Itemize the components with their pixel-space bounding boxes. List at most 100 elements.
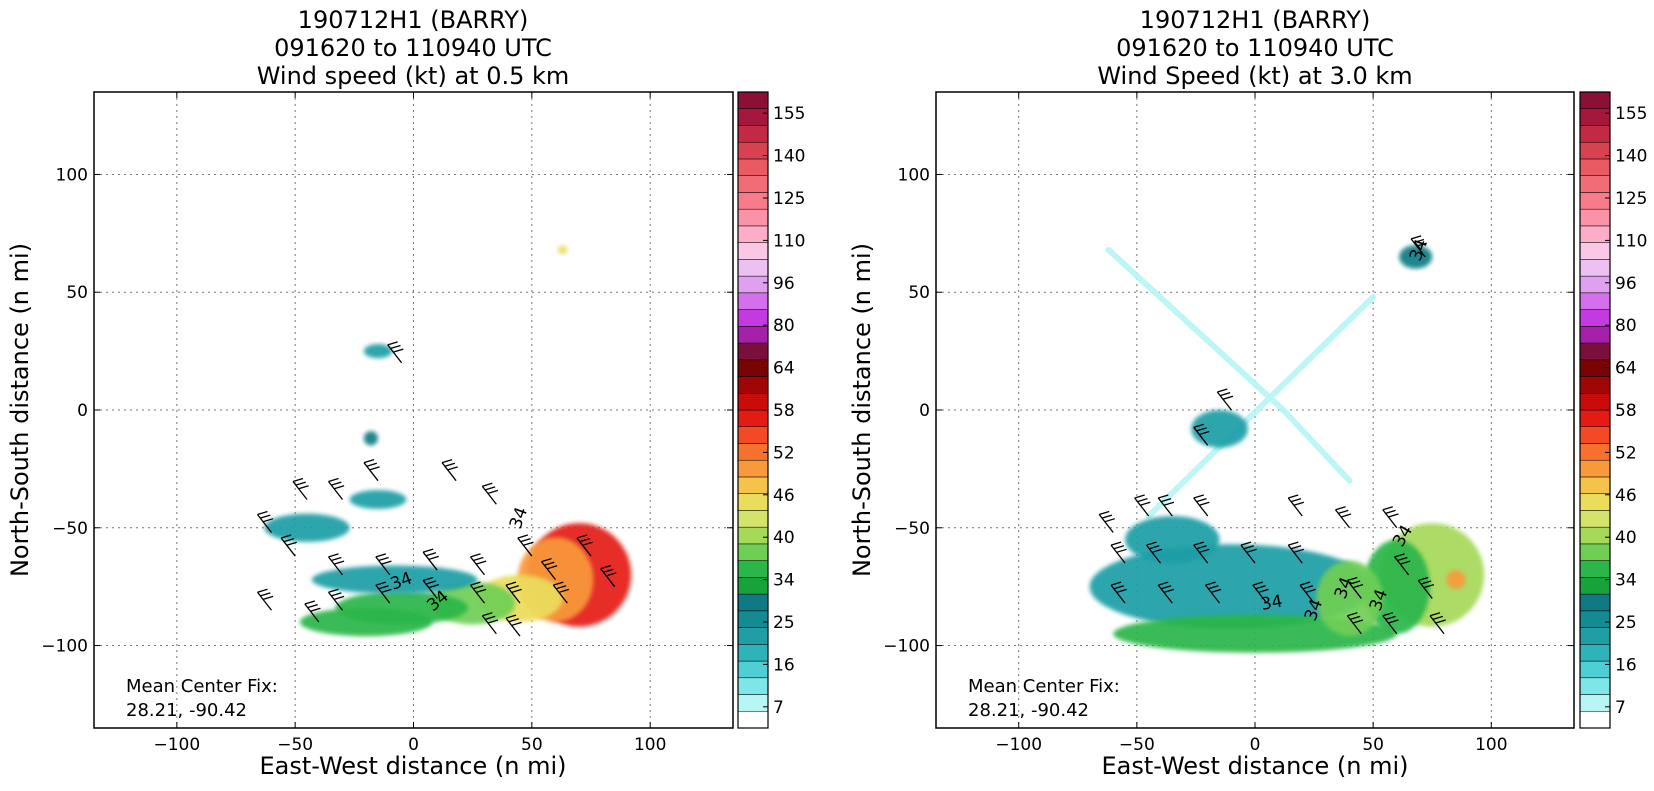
- wind-barb: [1382, 506, 1399, 529]
- colorbar-tick-label: 7: [1615, 698, 1626, 718]
- colorbar-band: [737, 476, 769, 494]
- colorbar-tick-label: 58: [773, 401, 795, 421]
- colorbar-band: [1579, 493, 1611, 511]
- colorbar-band: [737, 192, 769, 210]
- colorbar-tick-label: 155: [1615, 104, 1647, 124]
- wind-barb: [441, 459, 458, 482]
- y-tick-label: −50: [894, 519, 930, 539]
- wind-barb: [517, 534, 534, 557]
- wind-barb: [1205, 581, 1222, 604]
- colorbar-band: [1579, 91, 1611, 109]
- chart-title-line-1: 190712H1 (BARRY): [298, 6, 529, 34]
- y-tick-label: 0: [77, 401, 88, 421]
- wind-barb: [256, 510, 274, 533]
- wind-barb: [292, 477, 309, 500]
- wind-barb: [422, 548, 439, 571]
- colorbar-band: [1579, 108, 1611, 126]
- colorbar-band: [1579, 141, 1611, 160]
- wind-barb: [540, 557, 558, 580]
- colorbar-band: [1579, 627, 1611, 645]
- colorbar-tick-label: 96: [1615, 274, 1637, 294]
- colorbar-band: [1579, 376, 1611, 394]
- x-tick-label: −50: [277, 735, 313, 755]
- colorbar-band: [1579, 342, 1611, 361]
- colorbar-band: [737, 393, 769, 411]
- colorbar-band: [1579, 660, 1611, 679]
- wind-barb: [1240, 541, 1257, 564]
- x-tick-label: 0: [408, 735, 419, 755]
- chart-title-line-2: 091620 to 110940 UTC: [1116, 34, 1394, 62]
- colorbar-band: [1579, 359, 1611, 377]
- x-tick-label: −100: [153, 735, 200, 755]
- colorbar-band: [1579, 443, 1611, 461]
- colorbar-band: [737, 275, 769, 294]
- colorbar-tick-label: 25: [773, 613, 795, 633]
- wind-barb: [280, 534, 297, 557]
- chart-title-line-3: Wind Speed (kt) at 3.0 km: [1097, 62, 1412, 90]
- y-tick-label: 50: [66, 283, 88, 303]
- colorbar-band: [1579, 610, 1611, 628]
- y-tick-label: 100: [56, 165, 88, 185]
- colorbar-band: [737, 158, 769, 176]
- y-axis-label: North-South distance (n mi): [6, 243, 34, 577]
- wind-barb: [1335, 506, 1352, 529]
- y-tick-label: 50: [908, 283, 930, 303]
- wind-region: [299, 607, 433, 637]
- colorbar-band: [1579, 426, 1611, 444]
- colorbar-band: [1579, 677, 1611, 695]
- wind-barb: [1382, 612, 1399, 635]
- wind-barbs: [256, 341, 617, 637]
- colorbar-band: [737, 677, 769, 695]
- colorbar-band: [1579, 309, 1611, 327]
- radar-track: [1105, 246, 1287, 413]
- colorbar-tick-label: 80: [1615, 316, 1637, 336]
- wind-barb: [1429, 612, 1446, 635]
- wind-barb: [375, 553, 392, 576]
- wind-region: [363, 431, 378, 446]
- wind-region: [1316, 560, 1383, 637]
- colorbar-band: [737, 610, 769, 628]
- wind-barb: [1134, 494, 1151, 517]
- y-tick-label: −100: [41, 637, 88, 657]
- wind-barb: [600, 565, 617, 588]
- y-tick-label: −100: [883, 637, 930, 657]
- colorbar-band: [1579, 275, 1611, 294]
- colorbar-band: [737, 644, 769, 662]
- colorbar-band: [1579, 208, 1611, 227]
- center-fix-label: Mean Center Fix:: [968, 676, 1120, 697]
- wind-field: [264, 245, 632, 637]
- colorbar-tick-label: 46: [1615, 486, 1637, 506]
- colorbar-band: [737, 409, 769, 427]
- colorbar-tick-label: 110: [1615, 231, 1647, 251]
- wind-region: [1446, 570, 1466, 590]
- center-fix-value: 28.21, -90.42: [126, 700, 247, 721]
- colorbar-band: [1579, 125, 1611, 143]
- center-fix-label: Mean Center Fix:: [126, 676, 278, 697]
- colorbar-tick-label: 125: [1615, 189, 1647, 209]
- colorbar-band: [737, 694, 769, 712]
- x-tick-label: 50: [521, 735, 543, 755]
- x-tick-label: −50: [1119, 735, 1155, 755]
- colorbar-band: [737, 493, 769, 511]
- wind-barb: [1145, 541, 1163, 564]
- chart-title-line-2: 091620 to 110940 UTC: [274, 34, 552, 62]
- wind-barb: [469, 553, 487, 576]
- wind-region: [1125, 516, 1220, 564]
- colorbar-band: [737, 326, 769, 344]
- wind-region: [1191, 410, 1248, 448]
- wind-barb: [327, 553, 345, 576]
- colorbar-band: [737, 459, 769, 478]
- colorbar-band: [737, 526, 769, 545]
- wind-field: [1089, 245, 1485, 653]
- x-tick-label: 100: [634, 735, 666, 755]
- radar-track: [1280, 407, 1353, 484]
- colorbar-tick-label: 52: [773, 443, 795, 463]
- colorbar-band: [1579, 644, 1611, 662]
- wind-region: [1089, 544, 1374, 630]
- colorbar-tick-label: 110: [773, 231, 805, 251]
- wind-barb: [375, 581, 392, 604]
- colorbar-band: [737, 91, 769, 109]
- colorbar-band: [737, 359, 769, 377]
- colorbar-band: [737, 510, 769, 528]
